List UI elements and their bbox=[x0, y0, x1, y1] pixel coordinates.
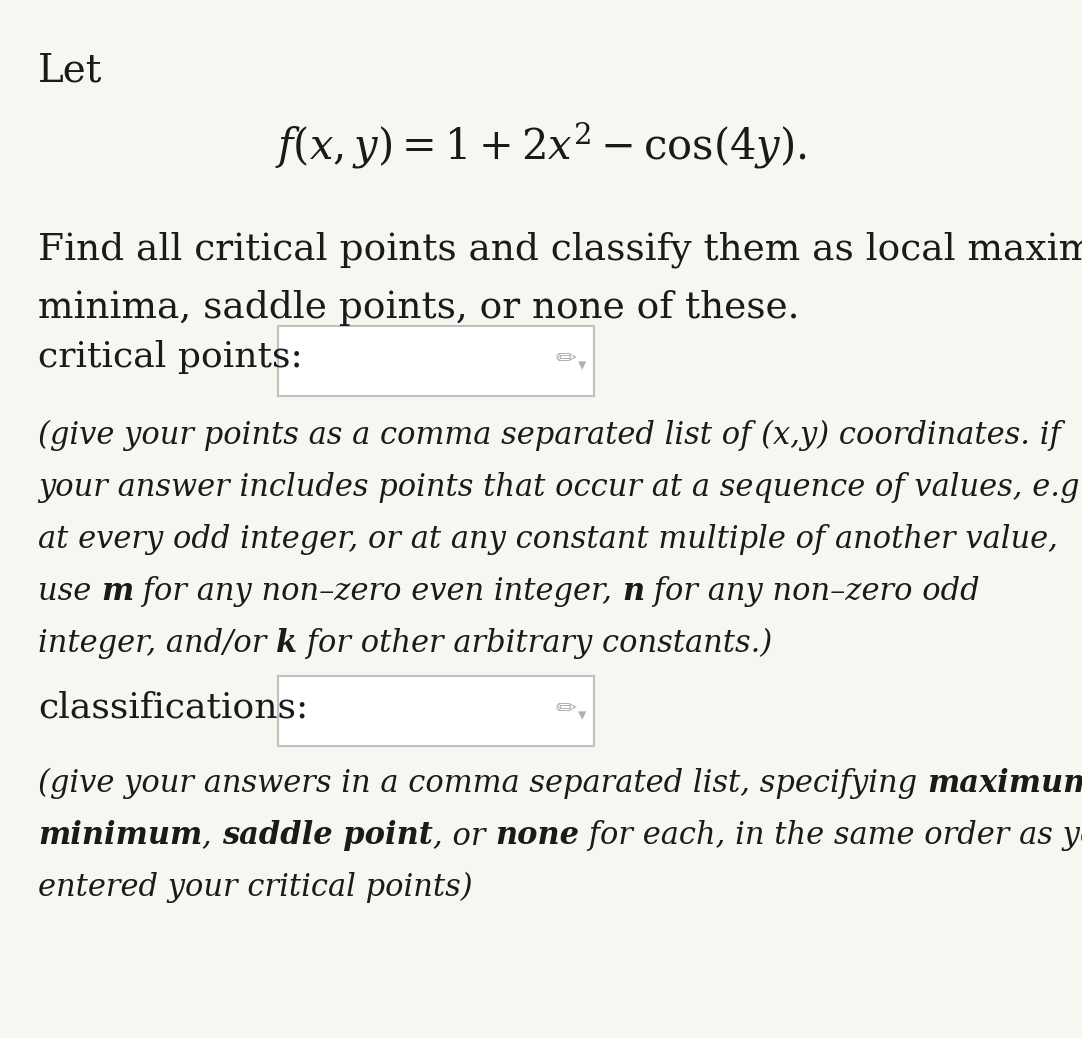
Text: for each, in the same order as you: for each, in the same order as you bbox=[579, 820, 1082, 851]
Text: none: none bbox=[494, 820, 579, 851]
Text: for any non–zero odd: for any non–zero odd bbox=[644, 576, 979, 607]
Text: Find all critical points and classify them as local maxima, local: Find all critical points and classify th… bbox=[38, 233, 1082, 269]
Text: minima, saddle points, or none of these.: minima, saddle points, or none of these. bbox=[38, 290, 800, 326]
Text: integer, and/or: integer, and/or bbox=[38, 628, 276, 659]
Text: minimum: minimum bbox=[38, 820, 202, 851]
Text: critical points:: critical points: bbox=[38, 340, 303, 374]
Text: m: m bbox=[101, 576, 133, 607]
Text: ✏: ✏ bbox=[555, 696, 576, 721]
Text: use: use bbox=[38, 576, 101, 607]
Text: ▾: ▾ bbox=[578, 706, 586, 723]
Text: ▾: ▾ bbox=[578, 356, 586, 374]
Text: entered your critical points): entered your critical points) bbox=[38, 872, 473, 903]
Text: classifications:: classifications: bbox=[38, 690, 308, 723]
Text: n: n bbox=[622, 576, 644, 607]
Text: k: k bbox=[276, 628, 298, 659]
Text: (give your answers in a comma separated list, specifying: (give your answers in a comma separated … bbox=[38, 768, 927, 799]
Text: maximum: maximum bbox=[927, 768, 1082, 799]
Text: , or: , or bbox=[433, 820, 494, 851]
Text: $f(x, y) = 1 + 2x^2 - \cos(4y).$: $f(x, y) = 1 + 2x^2 - \cos(4y).$ bbox=[275, 120, 807, 171]
Text: for other arbitrary constants.): for other arbitrary constants.) bbox=[298, 628, 773, 659]
Text: for any non–zero even integer,: for any non–zero even integer, bbox=[133, 576, 622, 607]
FancyBboxPatch shape bbox=[278, 326, 594, 397]
Text: (give your points as a comma separated list of (x,y) coordinates. if: (give your points as a comma separated l… bbox=[38, 420, 1060, 452]
Text: your answer includes points that occur at a sequence of values, e.g.,: your answer includes points that occur a… bbox=[38, 472, 1082, 503]
Text: Let: Let bbox=[38, 52, 103, 89]
Text: ,: , bbox=[202, 820, 222, 851]
Text: ✏: ✏ bbox=[555, 347, 576, 371]
Text: at every odd integer, or at any constant multiple of another value,: at every odd integer, or at any constant… bbox=[38, 524, 1058, 555]
Text: saddle point: saddle point bbox=[222, 820, 433, 851]
FancyBboxPatch shape bbox=[278, 676, 594, 746]
